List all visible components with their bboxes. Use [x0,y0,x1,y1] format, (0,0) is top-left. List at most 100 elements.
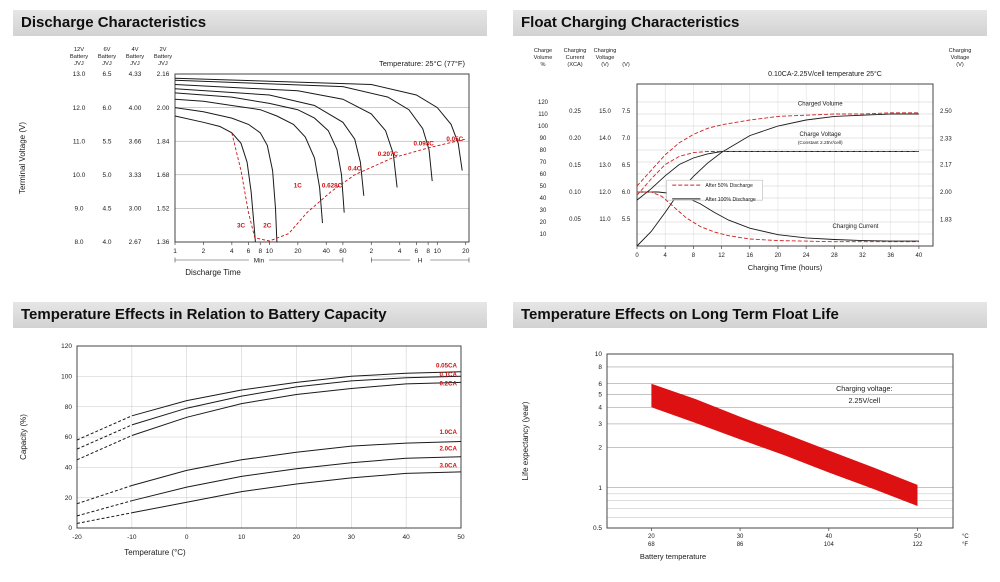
section-header-float-charging: Float Charging Characteristics [513,10,987,36]
curve-0.093C [174,79,433,182]
y-tick-label: 1.52 [157,206,170,213]
x-tick-label: 12 [718,253,725,259]
discharge-characteristics-plot: Temperature: 25°C (77°F)12VBatteryJVJ13.… [18,47,470,277]
x-tick-label-celsius: 30 [737,534,744,540]
y-tick-label: 8 [598,364,602,371]
panel-float-charging: Float Charging Characteristics Charge Vol… [513,10,987,296]
y-tick-label: 2.00 [157,105,170,112]
section-title-float-life: Temperature Effects on Long Term Float L… [521,306,839,323]
x-tick-label: 2 [202,248,206,255]
y-axis-header: Voltage [951,55,970,61]
y-axis-header: Charge [534,48,552,54]
x-tick-label: 20 [775,253,782,259]
y-tick-label: 20 [540,220,547,226]
y-tick-label: 10.0 [73,172,86,179]
x-tick-label: 4 [664,253,668,259]
chart-annotation: Charging voltage: [836,384,892,393]
y-axis-header: % [541,62,546,68]
y-tick-label: 5 [598,391,602,398]
float-charging-chart: Charge Volume% 120 110 100 90 80 70 60 50 40 30 20 10… [513,40,987,296]
y-tick-label: 9.0 [74,206,83,213]
y-tick-label: 30 [540,208,547,214]
y-tick-label: 2.16 [157,71,170,78]
y-tick-label: 20 [65,495,73,502]
y-tick-label: 8.0 [74,239,83,246]
y-tick-label: 0 [68,525,72,532]
y-tick-label: 3.33 [129,172,142,179]
x-unit-label: H [418,258,423,265]
section-title-float-charging: Float Charging Characteristics [521,14,740,31]
bracket-label-bg [410,255,431,265]
y-tick-label: 50 [540,184,547,190]
y-tick-label: 100 [61,374,72,381]
y-tick-label: 4.0 [102,239,111,246]
curve-2.0CA [131,456,462,502]
y-axis-header: (XCA) [567,62,582,68]
y-tick-label: 11.0 [73,138,86,145]
curve-3.0CA-dashed [76,512,132,524]
y-axis-header: JVJ [102,61,112,67]
x-tick-label: 0 [185,534,189,541]
y-tick-label: 0.05 [569,217,581,223]
y-tick-label: 13.0 [73,71,86,78]
temperature-note: Temperature: 25°C (77°F) [379,59,466,68]
y-axis-header: 12V [74,47,84,53]
curve-label: 0.05C [446,136,463,143]
y-axis-header: Current [566,55,585,61]
curve-label: 2C [263,222,272,229]
x-tick-label: 2 [369,248,373,255]
float-life-chart: 10 8 6 5 4 3 2 1 0.5 20 68 30 86 40 104 50 122 °C °F Batter… [513,332,987,578]
y-tick-label: 120 [538,100,549,106]
curve-label: 0.1CA [439,371,457,378]
temperature-effects-capacity-plot: 0 20 40 60 80 100 120 -20 -10 0 10 20 30 40 50 Temperat… [19,343,465,557]
temperature-effects-float-life-plot: 1086543210.5206830864010450122°C°FBatter… [521,351,969,561]
plot-frame [636,83,934,247]
curve-label: 0.2CA [439,380,457,387]
section-title-temperature-capacity: Temperature Effects in Relation to Batte… [21,306,387,323]
y-tick-label: 11.0 [599,217,611,223]
y-tick-label: 0.10 [569,190,581,196]
y-tick-label: 4.00 [129,105,142,112]
y-tick-label: 2.50 [940,109,952,115]
y-axis-header: JVJ [74,61,84,67]
y-tick-label: 0.15 [569,163,581,169]
y-axis-header: Charging [594,48,617,54]
curve-3C [174,115,256,243]
y-tick-label: 2 [598,445,602,452]
x-tick-label: 0 [635,253,639,259]
x-tick-label: 6 [247,248,251,255]
y-tick-label: 120 [61,343,72,350]
x-tick-label: 8 [258,248,262,255]
y-axis-header: Battery [98,54,116,60]
y-tick-label: 2.67 [129,239,142,246]
plot-frame [76,345,462,529]
curve-1C [174,98,323,224]
x-tick-label-fahrenheit: 104 [824,542,835,548]
x-tick-label: 8 [426,248,430,255]
charged-volume-after-50 [636,112,919,187]
x-unit-label: Min [254,258,265,265]
curve-2C [174,107,278,243]
y-axis-header: (V) [622,62,630,68]
y-tick-label: 4 [598,404,602,411]
charge-voltage-after-100 [636,151,919,201]
temperature-capacity-chart: 0 20 40 60 80 100 120 -20 -10 0 10 20 30 40 50 Temperat… [13,332,487,578]
y-tick-label: 40 [65,465,73,472]
x-tick-label: 10 [238,534,246,541]
y-tick-label: 3 [598,421,602,428]
curve-0.207C [174,84,398,188]
y-axis-header: Charging [949,48,972,54]
legend-label: After 50% Discharge [705,183,753,189]
y-tick-label: 1.68 [157,172,170,179]
curve-label: 0.05CA [436,362,458,369]
y-tick-label: 1.84 [157,138,170,145]
y-tick-label: 2.17 [940,162,952,168]
y-tick-label: 4.5 [102,206,111,213]
y-axis-header: 4V [131,47,138,53]
curve-0.05CA-dashed [76,415,133,441]
x-tick-label: 20 [462,248,470,255]
y-tick-label: 60 [65,434,73,441]
y-tick-label: 6.0 [622,190,631,196]
y-tick-label: 3.00 [129,206,142,213]
